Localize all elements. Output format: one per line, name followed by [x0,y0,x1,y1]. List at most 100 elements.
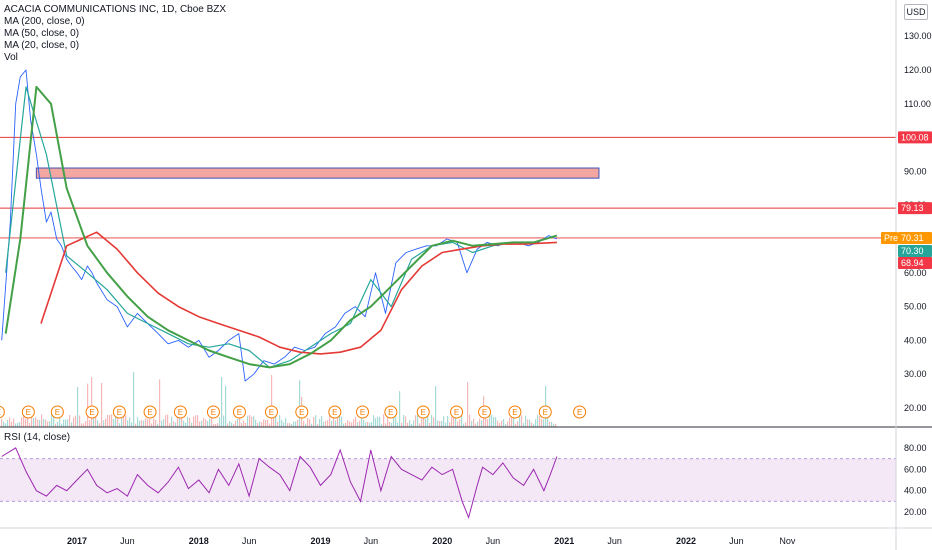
rsi-label[interactable]: RSI (14, close) [4,432,71,443]
earnings-marker[interactable]: E [206,405,220,419]
horizontal-levels[interactable] [0,136,896,239]
volume-bar [185,422,187,427]
earnings-marker-circle [508,405,522,419]
volume-bar [75,415,77,427]
volume-bar [441,421,443,427]
volume-bar [537,414,539,427]
volume-bar [133,372,135,427]
volume-bar [437,420,439,427]
earnings-markers[interactable]: EEEEEEEEEEEEEEEEEEEE [0,405,587,419]
earnings-marker[interactable]: E [450,405,464,419]
earnings-marker[interactable]: E [478,405,492,419]
volume-bar [539,415,541,427]
volume-bar [423,414,425,427]
time-tick-label: Nov [779,536,796,546]
earnings-marker[interactable]: E [50,405,64,419]
legend-ma20[interactable]: MA (20, close, 0) [4,40,80,51]
volume-bar [33,417,35,427]
rsi-band [0,458,896,502]
legend-ma50[interactable]: MA (50, close, 0) [4,28,80,39]
volume-bar [161,420,163,427]
volume-bar [477,421,479,427]
volume-bar [295,421,297,427]
volume-bar [269,423,271,427]
volume-bar [233,423,235,427]
volume-bar [127,420,129,427]
volume-bar [505,423,507,427]
earnings-marker[interactable]: E [232,405,246,419]
earnings-marker[interactable]: E [112,405,126,419]
resistance-zone[interactable] [35,167,600,179]
price-tag: 68.94 [898,256,932,269]
volume-bar [373,415,375,427]
volume-bar [207,420,209,427]
volume-bar [259,421,261,427]
price-tick-label: 120.00 [904,65,932,75]
earnings-marker[interactable]: E [21,405,35,419]
volume-bar [415,415,417,427]
volume-bar [333,414,335,427]
earnings-marker[interactable]: E [0,405,5,419]
volume-bar [103,420,105,427]
earnings-marker-label: E [577,408,582,417]
price-tag-bg [898,231,932,244]
earnings-marker[interactable]: E [508,405,522,419]
volume-bar [467,381,469,427]
volume-bar [3,421,5,427]
volume-bar [63,419,65,427]
price-tick-label: 50.00 [904,302,927,312]
price-tag-label: Pre [884,233,898,243]
earnings-marker[interactable]: E [295,405,309,419]
earnings-marker[interactable]: E [384,405,398,419]
earnings-marker[interactable]: E [538,405,552,419]
price-tag-label: 79.13 [901,203,924,213]
legend-ma200[interactable]: MA (200, close, 0) [4,16,85,27]
volume-bar [157,423,159,427]
legend-vol[interactable]: Vol [4,52,18,63]
earnings-marker[interactable]: E [356,405,370,419]
volume-bar [311,423,313,427]
currency-button[interactable]: USD [904,4,928,20]
volume-bar [109,414,111,427]
volume-bar [7,419,9,427]
volume-bar [417,414,419,427]
earnings-marker[interactable]: E [264,405,278,419]
volume-bar [469,414,471,427]
volume-bar [123,416,125,427]
price-tag: Pre [881,231,898,244]
earnings-marker[interactable]: E [173,405,187,419]
volume-bar [491,414,493,427]
volume-bar [113,419,115,427]
volume-bar [321,416,323,427]
earnings-marker-circle [21,405,35,419]
earnings-marker[interactable]: E [328,405,342,419]
earnings-marker[interactable]: E [143,405,157,419]
price-tag: 70.30 [898,244,932,257]
volume-bar [421,418,423,427]
volume-bar [289,423,291,427]
volume-bar [19,422,21,427]
volume-bar [553,423,555,427]
volume-bar [523,422,525,427]
volume-bar [31,415,33,427]
volume-bar [471,420,473,427]
volume-bar [121,417,123,427]
earnings-marker-circle [450,405,464,419]
volume-bar [285,418,287,427]
rsi-tick-label: 40.00 [904,486,927,496]
earnings-marker[interactable]: E [573,405,587,419]
earnings-marker[interactable]: E [416,405,430,419]
earnings-marker[interactable]: E [85,405,99,419]
volume-bar [17,422,19,427]
time-tick-label: Jun [486,536,501,546]
symbol-title[interactable]: ACACIA COMMUNICATIONS INC, 1D, Cboe BZX [4,4,227,15]
volume-bar [429,423,431,427]
earnings-marker-label: E [388,408,393,417]
time-tick-label: Jun [242,536,257,546]
volume-bar [455,415,457,427]
volume-bar [387,417,389,427]
volume-bar [41,414,43,427]
volume-bar [473,418,475,427]
